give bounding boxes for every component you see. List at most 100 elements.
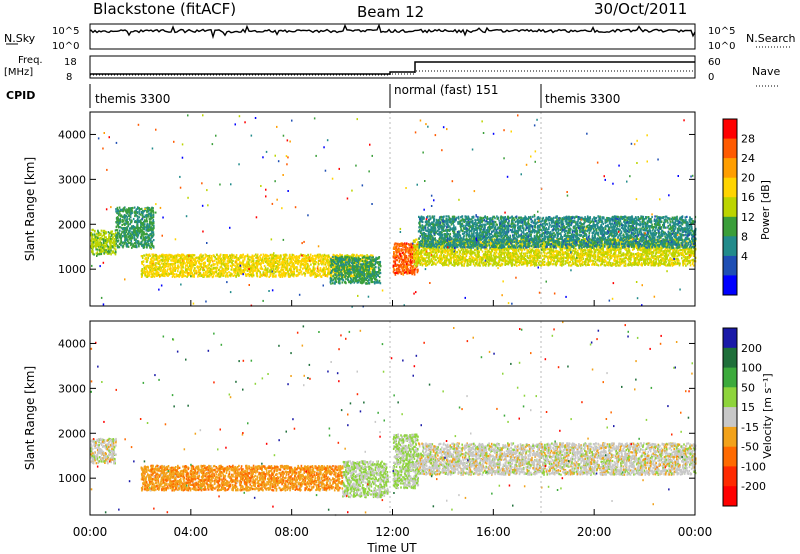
power-cell (150, 246, 153, 249)
power-cell (131, 225, 134, 228)
power-cell (145, 219, 148, 222)
power-cell (146, 213, 149, 217)
power-cell (164, 274, 166, 278)
power-cell (93, 230, 96, 233)
power-cell (136, 219, 139, 222)
power-cell (279, 254, 282, 257)
power-cell (248, 275, 251, 278)
power-cell (171, 259, 173, 262)
power-cell (327, 254, 330, 257)
power-cell (166, 268, 169, 271)
power-cell (97, 240, 99, 243)
power-cell (305, 262, 307, 265)
power-cell (241, 254, 243, 257)
power-cell (226, 254, 228, 257)
power-cell (314, 267, 316, 270)
power-cell (175, 267, 178, 270)
power-cell (222, 268, 225, 271)
power-cell (123, 230, 126, 233)
power-cell (177, 261, 179, 264)
power-cell (324, 263, 327, 266)
power-cell (254, 269, 256, 272)
power-cell (156, 270, 159, 273)
power-cell (182, 262, 185, 266)
power-cell (209, 261, 212, 264)
power-cell (299, 264, 302, 267)
power-cell (153, 257, 155, 260)
power-cell (203, 272, 205, 275)
power-cell (298, 255, 300, 258)
power-cell (152, 214, 155, 217)
power-cell (161, 255, 164, 258)
power-cell (309, 253, 312, 256)
power-cell (207, 275, 209, 278)
power-cell (302, 267, 304, 270)
power-cell (235, 262, 238, 265)
power-cell (143, 216, 145, 219)
power-cell (131, 232, 134, 235)
power-cell (95, 252, 98, 255)
power-cell (189, 261, 192, 264)
power-cell (126, 216, 128, 219)
power-cell (155, 257, 158, 260)
power-cell (258, 270, 261, 273)
power-cell (184, 266, 187, 269)
power-cell (365, 279, 368, 282)
power-cell (141, 273, 143, 277)
power-cell (198, 265, 201, 269)
power-cell (154, 268, 157, 271)
power-cell (237, 271, 239, 275)
power-cell (120, 219, 122, 222)
nave-tick-bottom: 0 (708, 72, 714, 83)
power-cell (152, 219, 155, 222)
power-cell (166, 274, 168, 277)
power-cell (246, 260, 248, 263)
power-cell (150, 236, 153, 239)
power-cell (326, 275, 329, 278)
power-cell (122, 227, 124, 230)
power-cell (379, 282, 382, 285)
power-cell (402, 253, 405, 256)
power-cell (110, 253, 112, 256)
power-cell (251, 259, 253, 262)
power-cell (200, 253, 202, 256)
power-cell (204, 253, 207, 256)
power-cell (184, 262, 186, 265)
power-cell (138, 241, 140, 244)
power-cell (340, 255, 343, 258)
power-cell (151, 253, 153, 256)
nsearch-tick-top: 10^5 (708, 26, 735, 37)
power-cell (149, 258, 152, 261)
power-cell (332, 282, 334, 285)
power-cell (152, 270, 154, 273)
power-cell (145, 225, 148, 228)
power-cell (149, 215, 151, 218)
power-cell (274, 271, 277, 274)
date-label: 30/Oct/2011 (594, 0, 687, 18)
power-cell (323, 258, 325, 261)
power-cell (244, 273, 247, 276)
power-cell (183, 271, 185, 274)
power-cell (188, 269, 191, 272)
power-cell (103, 241, 105, 244)
power-cell (116, 229, 119, 232)
power-cell (98, 249, 101, 252)
power-cell (366, 275, 368, 278)
power-cell (136, 227, 139, 230)
power-cell (150, 228, 153, 231)
power-cell (365, 282, 367, 285)
power-cell (262, 256, 264, 259)
power-cell (252, 274, 255, 277)
power-cell (299, 254, 301, 257)
power-cell (399, 263, 402, 266)
power-cell (176, 267, 178, 270)
power-cell (306, 271, 308, 274)
power-cell (134, 230, 136, 233)
power-cell (281, 266, 283, 269)
power-cell (225, 274, 227, 278)
power-cell (171, 270, 173, 273)
power-cell (174, 275, 176, 279)
power-cell (321, 263, 323, 266)
power-cell (198, 256, 200, 259)
power-cell (408, 271, 411, 274)
